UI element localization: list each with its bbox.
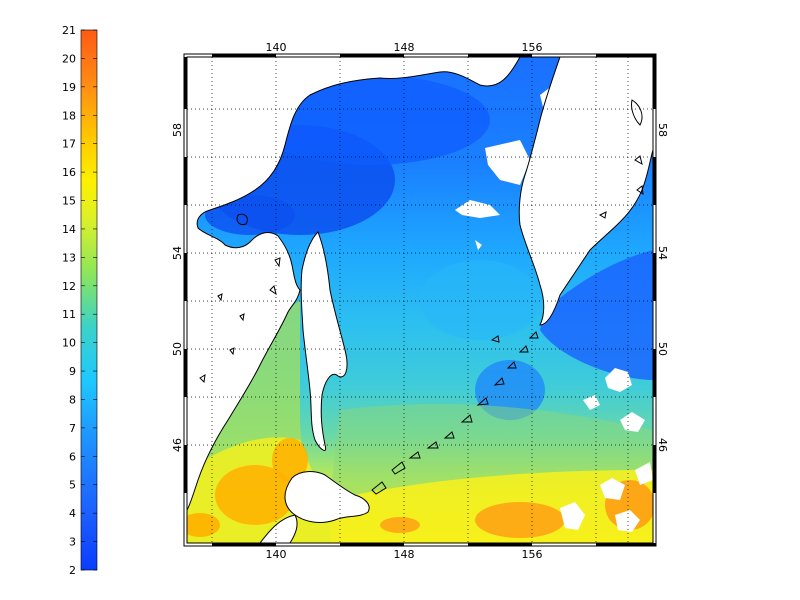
coastlines [187,57,653,543]
lon-labels-bottom: 140 148 156 [266,548,543,561]
graticule [187,57,653,543]
map-panel: 140 148 156 140 148 156 46 50 54 58 46 5… [171,41,669,561]
lon-label-top: 156 [522,41,543,54]
colorbar-tick-label: 14 [62,223,76,236]
colorbar-tick-label: 4 [69,507,76,520]
lat-label-left: 54 [171,246,184,260]
colorbar-tick-label: 15 [62,195,76,208]
colorbar-tick-label: 18 [62,109,76,122]
lat-labels-left: 46 50 54 58 [171,123,184,452]
lat-label-left: 58 [171,123,184,137]
colorbar-tick-label: 13 [62,251,76,264]
lat-label-right: 50 [656,342,669,356]
colorbar-tick-label: 8 [69,393,76,406]
lon-labels-top: 140 148 156 [266,41,543,54]
map-frame [183,53,657,547]
colorbar-tick-label: 6 [69,450,76,463]
lat-label-right: 54 [656,246,669,260]
colorbar-tick-label: 17 [62,138,76,151]
colorbar-tick-label: 7 [69,422,76,435]
colorbar: 2 3 4 5 6 7 8 9 10 11 12 13 14 15 16 17 18 19 20 21 [62,24,98,577]
sst-field [187,57,653,543]
lon-label-bottom: 156 [522,548,543,561]
colorbar-gradient [80,29,98,571]
colorbar-tick-label: 10 [62,337,76,350]
lon-label-top: 140 [266,41,287,54]
lon-label-top: 148 [394,41,415,54]
lon-label-bottom: 140 [266,548,287,561]
lat-labels-right: 46 50 54 58 [656,123,669,452]
colorbar-tick-label: 16 [62,166,76,179]
lat-label-left: 50 [171,342,184,356]
colorbar-tick-label: 20 [62,52,76,65]
lat-label-left: 46 [171,438,184,452]
colorbar-tick-label: 19 [62,81,76,94]
colorbar-tick-label: 12 [62,280,76,293]
lat-label-right: 58 [656,123,669,137]
colorbar-tick-label: 2 [69,564,76,577]
lon-label-bottom: 148 [394,548,415,561]
lat-label-right: 46 [656,438,669,452]
colorbar-tick-label: 5 [69,479,76,492]
colorbar-tick-label: 3 [69,536,76,549]
colorbar-tick-label: 11 [62,308,76,321]
colorbar-tick-label: 9 [69,365,76,378]
colorbar-tick-label: 21 [62,24,76,37]
